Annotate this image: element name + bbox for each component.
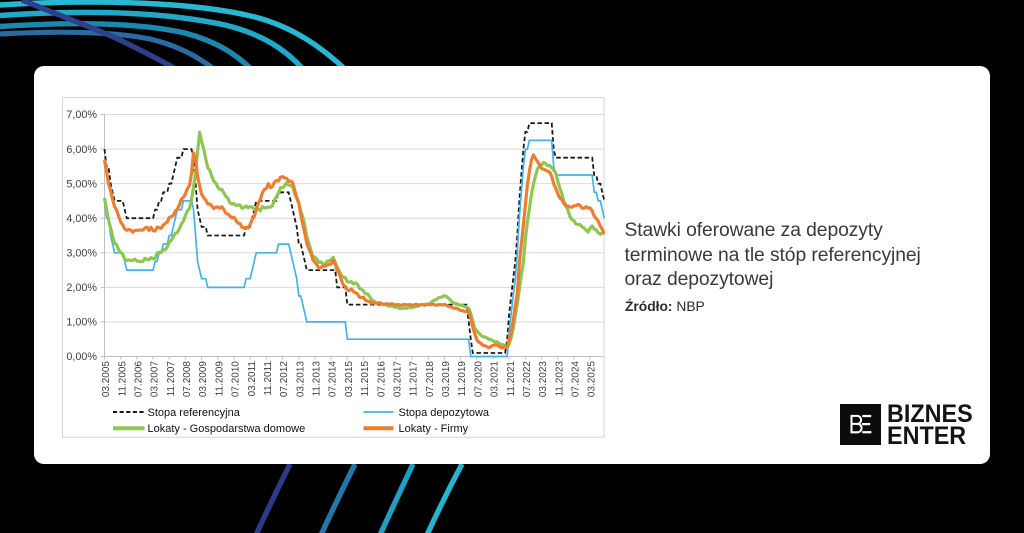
svg-text:3,00%: 3,00% [66,247,97,259]
svg-text:03.2013: 03.2013 [295,360,306,397]
svg-text:11.2009: 11.2009 [214,360,225,396]
svg-text:03.2011: 03.2011 [247,360,258,396]
svg-text:11.2023: 11.2023 [554,360,565,396]
svg-text:07.2018: 07.2018 [425,360,436,397]
svg-text:7,00%: 7,00% [66,109,97,121]
svg-text:03.2005: 03.2005 [101,360,112,397]
svg-text:07.2024: 07.2024 [571,360,582,397]
svg-text:07.2016: 07.2016 [376,360,387,397]
svg-text:0,00%: 0,00% [66,351,97,363]
svg-text:11.2015: 11.2015 [360,360,371,396]
svg-text:03.2021: 03.2021 [490,360,501,397]
svg-text:03.2025: 03.2025 [587,360,598,397]
svg-text:Lokaty - Gospodarstwa domowe: Lokaty - Gospodarstwa domowe [148,423,306,435]
svg-text:07.2014: 07.2014 [328,360,339,397]
svg-text:07.2010: 07.2010 [231,360,242,397]
svg-text:07.2022: 07.2022 [522,360,533,397]
svg-text:03.2009: 03.2009 [198,360,209,397]
svg-text:5,00%: 5,00% [66,178,97,190]
svg-text:6,00%: 6,00% [66,143,97,155]
svg-text:1,00%: 1,00% [66,316,97,328]
svg-text:Lokaty - Firmy: Lokaty - Firmy [399,423,469,435]
svg-text:11.2019: 11.2019 [457,360,468,396]
svg-text:03.2019: 03.2019 [441,360,452,397]
svg-text:03.2007: 03.2007 [150,360,161,397]
svg-text:11.2007: 11.2007 [166,360,177,396]
svg-text:07.2008: 07.2008 [182,360,193,397]
svg-text:4,00%: 4,00% [66,212,97,224]
svg-text:2,00%: 2,00% [66,282,97,294]
svg-text:03.2023: 03.2023 [538,360,549,397]
svg-text:Stopa referencyjna: Stopa referencyjna [148,406,241,418]
svg-text:11.2021: 11.2021 [506,360,517,396]
svg-text:11.2013: 11.2013 [312,360,323,396]
svg-text:07.2020: 07.2020 [473,360,484,397]
svg-text:03.2015: 03.2015 [344,360,355,397]
svg-text:11.2005: 11.2005 [117,360,128,396]
svg-text:07.2006: 07.2006 [134,360,145,397]
svg-text:07.2012: 07.2012 [279,360,290,397]
svg-text:11.2011: 11.2011 [263,360,274,395]
svg-text:03.2017: 03.2017 [393,360,404,397]
svg-text:11.2017: 11.2017 [409,360,420,396]
svg-text:Stopa depozytowa: Stopa depozytowa [399,406,490,418]
